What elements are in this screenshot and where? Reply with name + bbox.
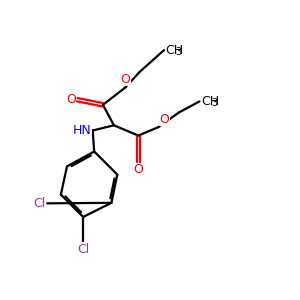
Text: O: O	[66, 93, 76, 106]
Text: HN: HN	[72, 124, 91, 137]
Text: HN: HN	[72, 124, 91, 137]
Text: Cl: Cl	[33, 197, 46, 210]
Text: Cl: Cl	[33, 197, 46, 210]
Text: Cl: Cl	[77, 243, 89, 256]
Text: O: O	[121, 73, 130, 86]
Text: O: O	[66, 93, 76, 106]
Text: CH: CH	[166, 44, 184, 57]
Text: O: O	[134, 163, 143, 176]
Text: O: O	[159, 112, 169, 126]
Text: O: O	[159, 112, 169, 126]
Text: 3: 3	[211, 98, 217, 108]
Text: O: O	[134, 163, 143, 176]
Text: CH: CH	[201, 95, 219, 108]
Text: 3: 3	[176, 47, 182, 57]
Text: Cl: Cl	[77, 243, 89, 256]
Text: O: O	[121, 73, 130, 86]
